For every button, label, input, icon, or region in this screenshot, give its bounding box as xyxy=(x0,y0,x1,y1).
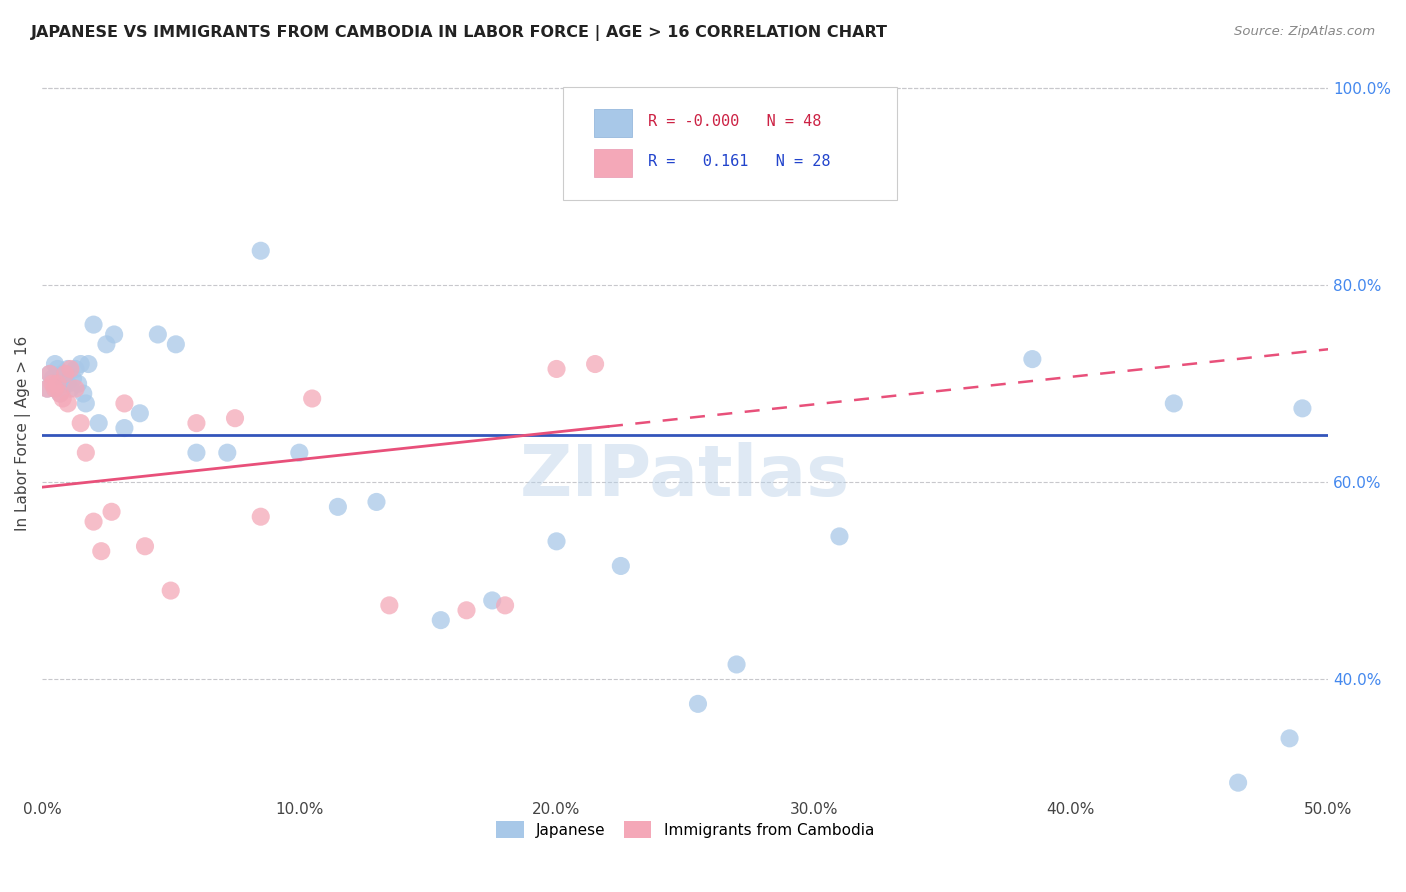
Point xyxy=(37,382,59,396)
Point xyxy=(53,376,76,391)
Point xyxy=(1163,396,1185,410)
Point xyxy=(249,244,271,258)
Text: Source: ZipAtlas.com: Source: ZipAtlas.com xyxy=(1234,25,1375,38)
Point xyxy=(456,603,478,617)
Point xyxy=(41,372,63,386)
Point xyxy=(326,500,349,514)
Point xyxy=(44,382,66,396)
Point xyxy=(186,416,208,430)
Point xyxy=(72,386,94,401)
Point xyxy=(366,495,388,509)
Point xyxy=(146,327,169,342)
Point xyxy=(69,416,91,430)
Point xyxy=(378,599,401,613)
Point xyxy=(481,593,503,607)
Point xyxy=(52,392,75,406)
Point xyxy=(128,406,150,420)
Point xyxy=(87,416,110,430)
Point xyxy=(44,382,66,396)
Point xyxy=(96,337,118,351)
Point xyxy=(686,697,709,711)
Point xyxy=(67,376,90,391)
Point xyxy=(112,396,135,410)
Point xyxy=(49,386,72,401)
FancyBboxPatch shape xyxy=(593,110,633,137)
Point xyxy=(46,376,69,391)
Text: R =   0.161   N = 28: R = 0.161 N = 28 xyxy=(648,154,831,169)
Point xyxy=(38,367,60,381)
Point xyxy=(159,583,181,598)
Point xyxy=(65,382,87,396)
Point xyxy=(83,318,105,332)
Point xyxy=(1278,731,1301,746)
Text: JAPANESE VS IMMIGRANTS FROM CAMBODIA IN LABOR FORCE | AGE > 16 CORRELATION CHART: JAPANESE VS IMMIGRANTS FROM CAMBODIA IN … xyxy=(31,25,889,41)
Point xyxy=(53,367,76,381)
Point xyxy=(546,534,568,549)
Point xyxy=(1021,352,1043,367)
Point xyxy=(1291,401,1313,416)
Point xyxy=(1227,775,1250,789)
Point xyxy=(165,337,187,351)
Point xyxy=(46,362,69,376)
Point xyxy=(75,396,97,410)
Point xyxy=(546,362,568,376)
Point xyxy=(56,376,79,391)
Text: R = -0.000   N = 48: R = -0.000 N = 48 xyxy=(648,114,821,129)
Point xyxy=(301,392,323,406)
Point xyxy=(112,421,135,435)
Point xyxy=(62,372,84,386)
Legend: Japanese, Immigrants from Cambodia: Japanese, Immigrants from Cambodia xyxy=(491,814,880,845)
Point xyxy=(52,382,75,396)
Point xyxy=(69,357,91,371)
Point xyxy=(134,539,156,553)
Point xyxy=(46,376,69,391)
Point xyxy=(38,367,60,381)
Point xyxy=(56,396,79,410)
Point xyxy=(49,372,72,386)
Point xyxy=(610,558,633,573)
Point xyxy=(288,445,311,459)
Y-axis label: In Labor Force | Age > 16: In Labor Force | Age > 16 xyxy=(15,335,31,531)
Point xyxy=(217,445,239,459)
Point xyxy=(100,505,122,519)
Point xyxy=(249,509,271,524)
Point xyxy=(429,613,451,627)
Point xyxy=(41,376,63,391)
Point xyxy=(583,357,606,371)
Text: ZIPatlas: ZIPatlas xyxy=(520,442,851,511)
Point xyxy=(103,327,125,342)
Point xyxy=(83,515,105,529)
Point xyxy=(59,362,82,376)
Point xyxy=(59,382,82,396)
Point xyxy=(494,599,516,613)
Point xyxy=(52,367,75,381)
Point xyxy=(828,529,851,543)
Point xyxy=(49,386,72,401)
Point xyxy=(725,657,748,672)
Point xyxy=(90,544,112,558)
Point xyxy=(224,411,246,425)
Point xyxy=(65,362,87,376)
Point xyxy=(75,445,97,459)
Point xyxy=(37,382,59,396)
Point xyxy=(56,362,79,376)
FancyBboxPatch shape xyxy=(562,87,897,200)
Point xyxy=(44,357,66,371)
Point xyxy=(77,357,100,371)
Point xyxy=(186,445,208,459)
FancyBboxPatch shape xyxy=(593,150,633,178)
